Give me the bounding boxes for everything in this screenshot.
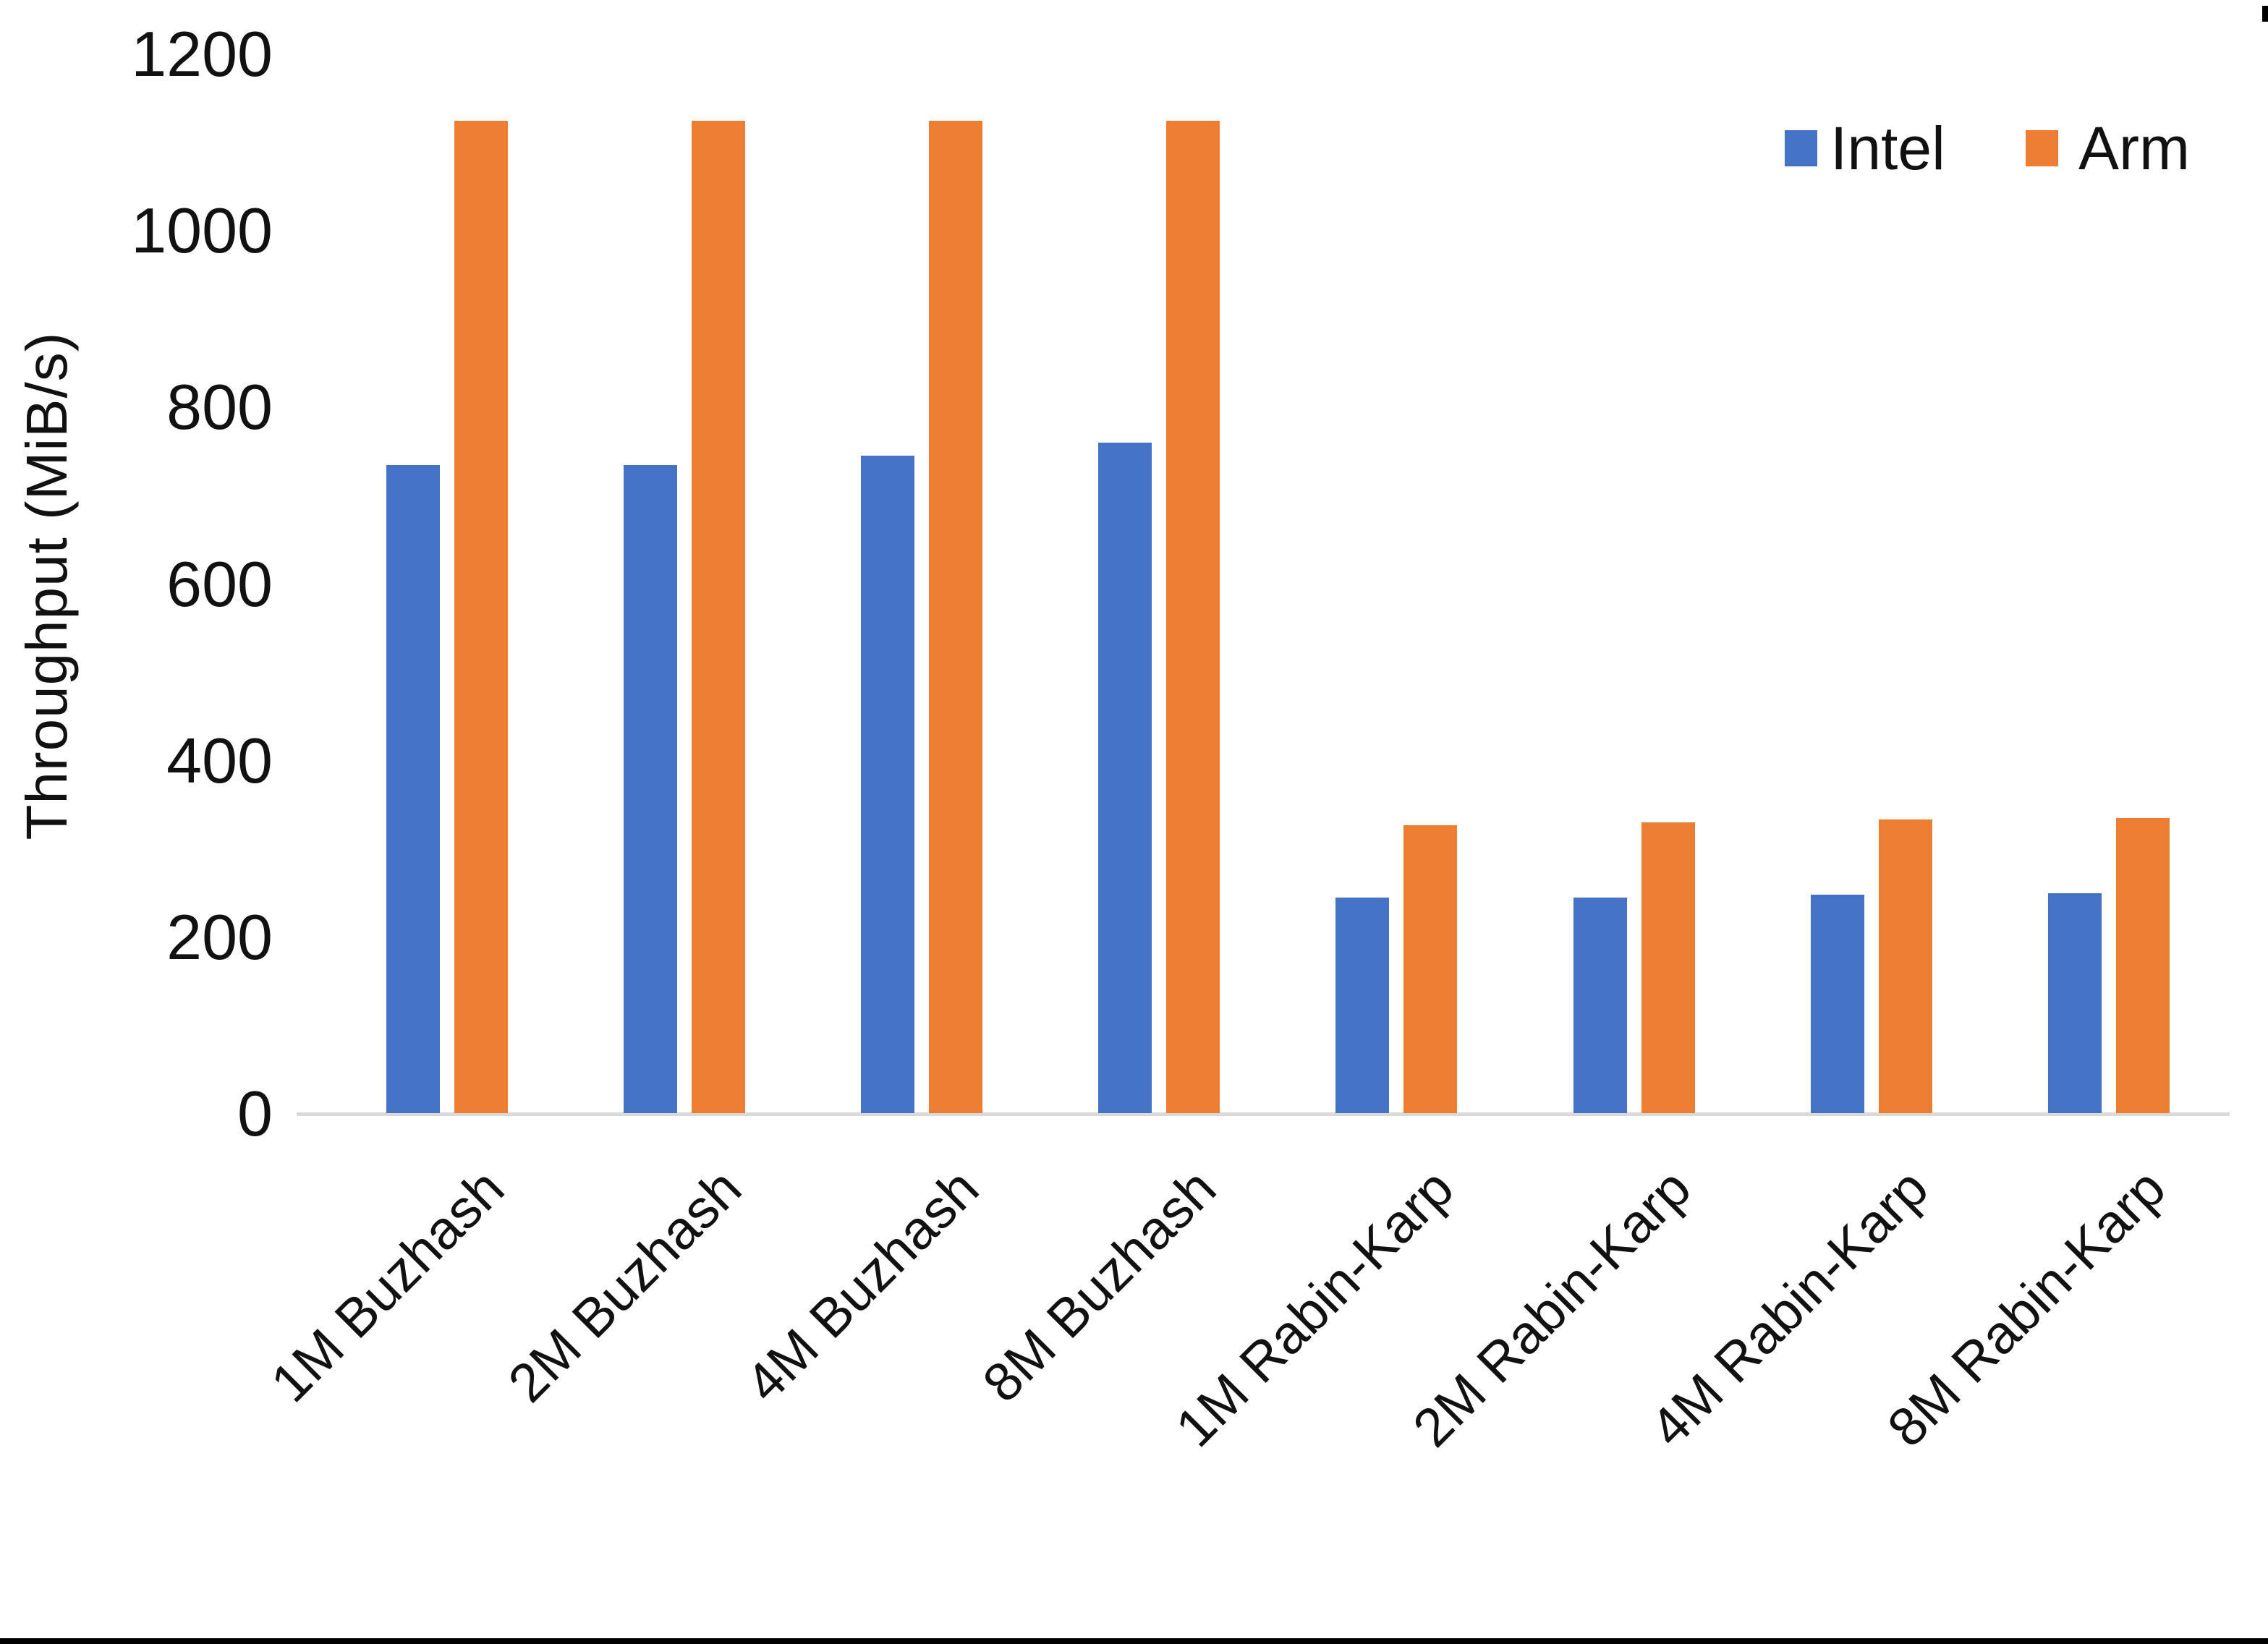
bar-intel-8m-buzhash <box>1098 443 1152 1113</box>
bar-intel-1m-rabin-karp <box>1335 897 1390 1113</box>
legend-swatch-arm <box>2026 130 2058 166</box>
y-tick-label-600: 600 <box>166 548 273 620</box>
legend-label-arm: Arm <box>2078 114 2190 182</box>
bar-arm-1m-buzhash <box>454 120 508 1113</box>
legend-swatch-intel <box>1785 130 1817 166</box>
screen-edge-artifact <box>2262 6 2268 22</box>
bar-intel-1m-buzhash <box>386 464 440 1113</box>
legend-label-intel: Intel <box>1830 114 1945 182</box>
y-tick-label-0: 0 <box>237 1078 273 1149</box>
bar-arm-8m-buzhash <box>1166 120 1220 1113</box>
bar-arm-2m-rabin-karp <box>1641 822 1695 1113</box>
y-tick-label-200: 200 <box>166 900 273 973</box>
bar-arm-8m-rabin-karp <box>2115 818 2170 1113</box>
bar-arm-1m-rabin-karp <box>1403 825 1458 1113</box>
bar-arm-2m-buzhash <box>692 120 746 1113</box>
y-tick-label-800: 800 <box>166 371 273 443</box>
y-tick-label-1200: 1200 <box>131 18 273 90</box>
y-tick-label-1000: 1000 <box>131 195 273 267</box>
bottom-border <box>0 1638 2268 1644</box>
y-tick-label-400: 400 <box>166 724 273 796</box>
bar-intel-8m-rabin-karp <box>2047 893 2102 1113</box>
bar-intel-2m-rabin-karp <box>1573 897 1627 1113</box>
bar-arm-4m-rabin-karp <box>1878 819 1932 1113</box>
bar-arm-4m-buzhash <box>929 120 983 1113</box>
bar-intel-4m-buzhash <box>861 456 915 1113</box>
bar-intel-2m-buzhash <box>624 464 678 1113</box>
bar-intel-4m-rabin-karp <box>1810 895 1864 1113</box>
x-axis-line <box>297 1112 2230 1116</box>
